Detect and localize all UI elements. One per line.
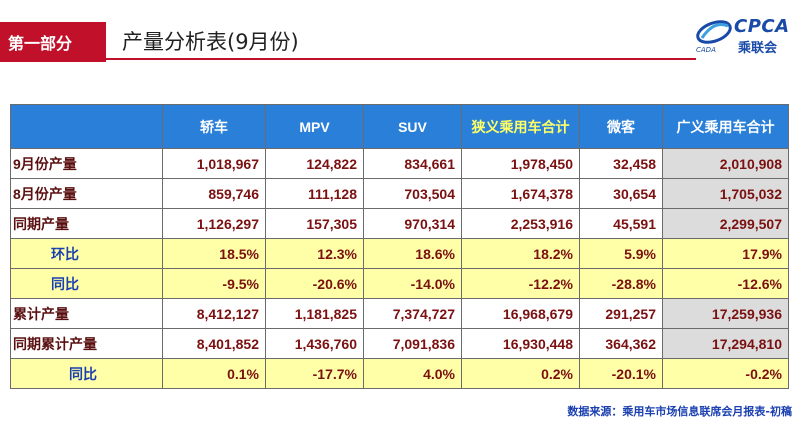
table-cell: 2,299,507 xyxy=(662,208,789,239)
table-cell: 1,436,760 xyxy=(265,328,364,359)
logo-subtext: 乘联会 xyxy=(738,41,778,56)
logo-small-text: CADA xyxy=(696,46,716,54)
logo-text: CPCA xyxy=(734,16,790,37)
column-header: 微客 xyxy=(579,104,663,149)
table-cell: 30,654 xyxy=(579,178,663,209)
data-source-note: 数据来源：乘用车市场信息联席会月报表-初稿 xyxy=(567,405,792,418)
table-cell: -28.8% xyxy=(579,268,663,299)
table-row: 9月份产量 1,018,967 124,822 834,661 1,978,45… xyxy=(10,148,789,179)
table-cell: -17.7% xyxy=(265,358,364,389)
table-cell: -14.0% xyxy=(363,268,462,299)
table-cell: 12.3% xyxy=(265,238,364,269)
table-cell: -12.2% xyxy=(461,268,580,299)
column-header xyxy=(10,104,163,149)
table-row: 同比 -9.5% -20.6% -14.0% -12.2% -28.8% -12… xyxy=(10,268,789,299)
production-table: 轿车 MPV SUV 狭义乘用车合计 微客 广义乘用车合计 9月份产量 1,01… xyxy=(10,104,789,389)
row-label: 累计产量 xyxy=(10,298,163,329)
table-cell: 1,181,825 xyxy=(265,298,364,329)
table-cell: -9.5% xyxy=(162,268,266,299)
table-cell: 18.2% xyxy=(461,238,580,269)
row-label: 9月份产量 xyxy=(10,148,163,179)
table-cell: 7,091,836 xyxy=(363,328,462,359)
table-cell: 1,705,032 xyxy=(662,178,789,209)
table-cell: -0.2% xyxy=(662,358,789,389)
row-label: 同期累计产量 xyxy=(10,328,163,359)
table-cell: 111,128 xyxy=(265,178,364,209)
table-cell: 16,930,448 xyxy=(461,328,580,359)
table-row: 8月份产量 859,746 111,128 703,504 1,674,378 … xyxy=(10,178,789,209)
table-row: 累计产量 8,412,127 1,181,825 7,374,727 16,96… xyxy=(10,298,789,329)
cpca-logo-icon xyxy=(696,20,732,44)
table-row: 同期产量 1,126,297 157,305 970,314 2,253,916… xyxy=(10,208,789,239)
table-cell: 970,314 xyxy=(363,208,462,239)
column-header: 广义乘用车合计 xyxy=(662,104,789,149)
column-header: 轿车 xyxy=(162,104,266,149)
table-cell: -12.6% xyxy=(662,268,789,299)
table-cell: -20.6% xyxy=(265,268,364,299)
table-cell: 17,294,810 xyxy=(662,328,789,359)
section-label: 第一部分 xyxy=(0,22,106,62)
column-header: 狭义乘用车合计 xyxy=(461,104,580,149)
table-row: 环比 18.5% 12.3% 18.6% 18.2% 5.9% 17.9% xyxy=(10,238,789,269)
table-row: 同期累计产量 8,401,852 1,436,760 7,091,836 16,… xyxy=(10,328,789,359)
row-label: 同比 xyxy=(10,268,163,299)
row-label: 同期产量 xyxy=(10,208,163,239)
table-cell: 16,968,679 xyxy=(461,298,580,329)
row-label: 环比 xyxy=(10,238,163,269)
row-label: 8月份产量 xyxy=(10,178,163,209)
table-cell: 2,010,908 xyxy=(662,148,789,179)
table-cell: 7,374,727 xyxy=(363,298,462,329)
header-divider xyxy=(106,58,696,60)
table-cell: 834,661 xyxy=(363,148,462,179)
table-cell: 291,257 xyxy=(579,298,663,329)
table-cell: 1,674,378 xyxy=(461,178,580,209)
table-cell: 8,412,127 xyxy=(162,298,266,329)
cpca-logo: CPCA 乘联会 CADA xyxy=(694,16,794,56)
column-header: SUV xyxy=(363,104,462,149)
table-row: 同比 0.1% -17.7% 4.0% 0.2% -20.1% -0.2% xyxy=(10,358,789,389)
table-cell: 0.1% xyxy=(162,358,266,389)
table-cell: 703,504 xyxy=(363,178,462,209)
table-cell: 1,018,967 xyxy=(162,148,266,179)
table-cell: -20.1% xyxy=(579,358,663,389)
table-cell: 8,401,852 xyxy=(162,328,266,359)
table-cell: 17,259,936 xyxy=(662,298,789,329)
table-cell: 859,746 xyxy=(162,178,266,209)
table-cell: 0.2% xyxy=(461,358,580,389)
row-label: 同比 xyxy=(10,358,163,389)
table-cell: 2,253,916 xyxy=(461,208,580,239)
table-cell: 157,305 xyxy=(265,208,364,239)
table-cell: 32,458 xyxy=(579,148,663,179)
table-cell: 4.0% xyxy=(363,358,462,389)
table-cell: 124,822 xyxy=(265,148,364,179)
column-header: MPV xyxy=(265,104,364,149)
page-title: 产量分析表(9月份) xyxy=(122,30,299,54)
table-cell: 5.9% xyxy=(579,238,663,269)
table-cell: 18.6% xyxy=(363,238,462,269)
table-header-row: 轿车 MPV SUV 狭义乘用车合计 微客 广义乘用车合计 xyxy=(10,104,789,149)
table-cell: 45,591 xyxy=(579,208,663,239)
table-cell: 1,126,297 xyxy=(162,208,266,239)
table-cell: 1,978,450 xyxy=(461,148,580,179)
table-cell: 18.5% xyxy=(162,238,266,269)
table-cell: 17.9% xyxy=(662,238,789,269)
table-cell: 364,362 xyxy=(579,328,663,359)
